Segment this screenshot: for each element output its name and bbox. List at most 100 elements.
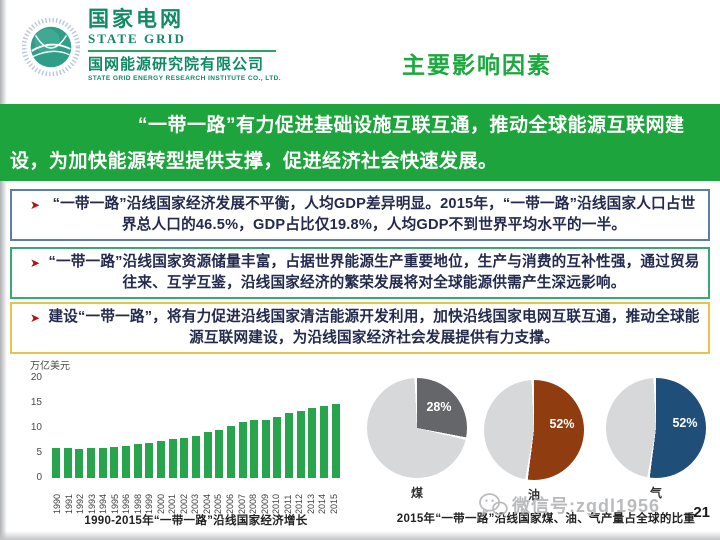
x-tick-label: 2004 xyxy=(201,493,212,514)
bullet-arrow-icon: ➤ xyxy=(30,198,41,212)
x-tick-label: 2008 xyxy=(248,493,259,514)
bar xyxy=(145,443,154,478)
x-tick-label: 2011 xyxy=(282,494,293,514)
page-edge-bottom xyxy=(0,531,720,540)
bar xyxy=(203,432,212,478)
bar xyxy=(156,440,165,478)
bullet-arrow-icon: ➤ xyxy=(30,256,41,270)
x-tick-label: 2013 xyxy=(305,493,316,514)
bar xyxy=(121,445,130,478)
x-tick-label: 2009 xyxy=(259,493,270,514)
bar-chart-bars xyxy=(52,378,340,478)
logo-en-name: STATE GRID xyxy=(88,31,186,46)
x-tick-label: 2010 xyxy=(271,493,282,514)
bullet-box-resources: ➤ “一带一路”沿线国家资源储量丰富，占据世界能源生产重要地位，生产与消费的互补… xyxy=(10,247,710,299)
bar xyxy=(86,448,95,478)
institute-cn-name: 国网能源研究院有限公司 xyxy=(88,56,265,73)
bar xyxy=(110,447,119,478)
pie-gas: 52% 气 xyxy=(606,378,706,501)
bar xyxy=(63,448,72,478)
bar-chart-unit-label: 万亿美元 xyxy=(30,361,70,372)
x-tick-label: 2006 xyxy=(224,493,235,514)
x-tick-label: 1994 xyxy=(98,493,109,514)
bar xyxy=(98,448,107,478)
pie-category-label: 煤 xyxy=(410,486,423,500)
y-tick-label: 20 xyxy=(30,372,42,383)
bar xyxy=(215,429,224,478)
bullet-box-grid: ➤ 建设“一带一路”，将有力促进沿线国家清洁能源开发利用，加快沿线国家电网互联互… xyxy=(10,302,710,354)
bar xyxy=(308,408,317,478)
bar-chart-y-axis: 0 5 10 15 20 xyxy=(18,372,42,484)
pie-percent-label: 52% xyxy=(672,416,698,430)
bar xyxy=(191,435,200,478)
pie-oil: 52% 油 xyxy=(484,380,584,503)
bullet-text: “一带一路”沿线国家资源储量丰富，占据世界能源生产重要地位，生产与消费的互补性强… xyxy=(48,254,700,291)
logo-divider xyxy=(88,50,276,52)
bar xyxy=(296,410,305,478)
y-tick-label: 0 xyxy=(36,472,42,483)
bar xyxy=(180,437,189,478)
bar xyxy=(273,416,282,478)
bullet-box-economy: ➤ “一带一路”沿线国家经济发展不平衡，人均GDP差异明显。2015年，“一带一… xyxy=(10,189,710,241)
key-message-banner: “一带一路”有力促进基础设施互联互通，推动全球能源互联网建设，为加快能源转型提供… xyxy=(0,104,720,181)
bar xyxy=(133,444,142,478)
x-tick-label: 2001 xyxy=(167,493,178,514)
y-tick-label: 15 xyxy=(30,397,42,408)
x-tick-label: 2002 xyxy=(178,493,189,514)
pie-coal: 28% 煤 xyxy=(367,378,467,501)
bar xyxy=(250,419,259,478)
x-tick-label: 1992 xyxy=(75,493,86,514)
x-tick-label: 2012 xyxy=(294,493,305,514)
x-tick-label: 1999 xyxy=(144,493,155,514)
x-tick-label: 2000 xyxy=(155,493,166,514)
bar xyxy=(331,404,340,478)
x-tick-label: 1996 xyxy=(121,493,132,514)
x-tick-label: 2015 xyxy=(328,493,339,514)
state-grid-globe-icon xyxy=(22,18,80,76)
slide-header: 国家电网 STATE GRID 国网能源研究院有限公司 STATE GRID E… xyxy=(0,0,720,104)
bar xyxy=(52,448,60,478)
x-tick-label: 2007 xyxy=(236,493,247,514)
pie-percent-label: 52% xyxy=(549,417,575,431)
pie-circle: 52% xyxy=(606,378,706,478)
bar xyxy=(238,422,247,478)
x-tick-label: 1991 xyxy=(63,493,74,514)
page-edge-left xyxy=(0,0,7,540)
y-tick-label: 5 xyxy=(36,447,42,458)
bar xyxy=(168,439,177,478)
bar xyxy=(226,426,235,478)
x-tick-label: 1998 xyxy=(132,493,143,514)
state-grid-logo: 国家电网 STATE GRID 国网能源研究院有限公司 STATE GRID E… xyxy=(22,8,281,83)
bullet-text: 建设“一带一路”，将有力促进沿线国家清洁能源开发利用，加快沿线国家电网互联互通，… xyxy=(48,309,700,346)
slide-title: 主要影响因素 xyxy=(402,52,552,78)
bar xyxy=(75,448,84,478)
bar xyxy=(261,420,270,478)
key-message-text: “一带一路”有力促进基础设施互联互通，推动全球能源互联网建设，为加快能源转型提供… xyxy=(10,115,685,172)
x-tick-label: 2005 xyxy=(213,493,224,514)
bullet-arrow-icon: ➤ xyxy=(30,311,41,325)
pie-category-label: 油 xyxy=(527,488,540,502)
logo-cn-name: 国家电网 xyxy=(88,8,184,31)
bullet-text: “一带一路”沿线国家经济发展不平衡，人均GDP差异明显。2015年，“一带一路”… xyxy=(52,196,696,233)
x-tick-label: 1990 xyxy=(52,493,62,514)
pie-circle: 52% xyxy=(484,380,584,480)
pie-chart-caption: 2015年“一带一路”沿线国家煤、油、气产量占全球的比重 xyxy=(396,513,696,525)
bar-chart-caption: 1990-2015年“一带一路”沿线国家经济增长 xyxy=(84,515,308,527)
logo-text-block: 国家电网 STATE GRID 国网能源研究院有限公司 STATE GRID E… xyxy=(88,8,281,83)
x-tick-label: 1995 xyxy=(109,493,120,514)
bar xyxy=(320,406,329,478)
wechat-watermark: 微信号:zgdl1956 xyxy=(478,492,660,518)
pie-circle: 28% xyxy=(367,378,467,478)
bar xyxy=(285,413,294,478)
y-tick-label: 10 xyxy=(30,422,42,433)
x-tick-label: 2003 xyxy=(190,493,201,514)
pie-percent-label: 28% xyxy=(426,400,452,414)
pie-category-label: 气 xyxy=(649,486,662,500)
page-number: 21 xyxy=(693,504,710,521)
institute-en-name: STATE GRID ENERGY RESEARCH INSTITUTE CO.… xyxy=(88,75,282,82)
wechat-icon xyxy=(479,493,508,517)
x-tick-label: 1993 xyxy=(86,493,97,514)
x-tick-label: 2014 xyxy=(317,493,328,514)
wechat-id-text: 微信号:zgdl1956 xyxy=(512,496,661,516)
